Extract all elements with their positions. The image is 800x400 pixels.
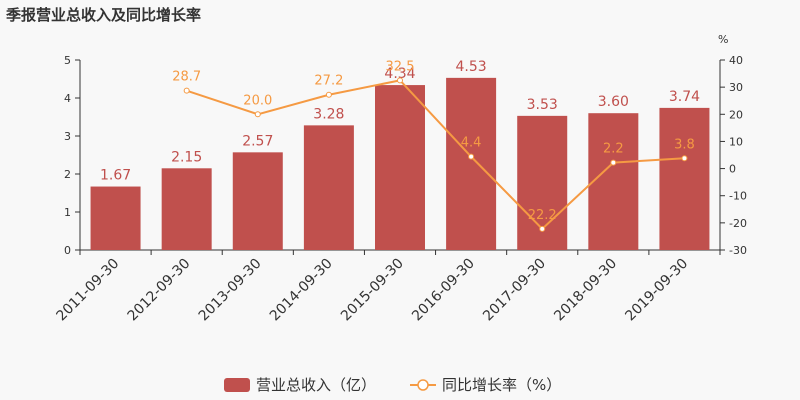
legend-bar-swatch <box>224 378 250 392</box>
bar <box>90 186 141 250</box>
growth-value-label: 32.5 <box>386 59 415 74</box>
bar <box>446 77 497 250</box>
right-tick-label: 20 <box>729 108 743 121</box>
bar-value-label: 4.34 <box>384 66 415 82</box>
growth-value-label: 20.0 <box>243 93 272 108</box>
bar-value-label: 3.28 <box>313 106 344 122</box>
growth-point <box>183 87 190 94</box>
bar <box>303 125 354 250</box>
left-tick-label: 4 <box>64 92 71 105</box>
right-tick-label: 10 <box>729 135 743 148</box>
bar <box>588 113 639 250</box>
growth-value-label: 28.7 <box>172 70 201 85</box>
right-tick-label: -10 <box>729 190 747 203</box>
growth-value-label: 2.2 <box>603 142 624 157</box>
bar-value-label: 3.60 <box>598 94 629 110</box>
growth-point <box>681 155 688 162</box>
bar-value-label: 2.57 <box>242 133 273 149</box>
x-tick-label: 2013-09-30 <box>196 256 265 325</box>
legend-line-label: 同比增长率（%） <box>442 376 561 394</box>
x-tick-label: 2015-09-30 <box>338 256 407 325</box>
growth-point <box>254 111 261 118</box>
left-tick-label: 2 <box>64 168 71 181</box>
x-tick-label: 2016-09-30 <box>409 256 478 325</box>
right-tick-label: -30 <box>729 244 747 257</box>
left-tick-label: 1 <box>64 206 71 219</box>
right-tick-label: 30 <box>729 81 743 94</box>
growth-value-label: 3.8 <box>674 137 695 152</box>
bar-value-label: 3.53 <box>527 97 558 113</box>
left-tick-label: 0 <box>64 244 71 257</box>
x-tick-label: 2019-09-30 <box>622 256 691 325</box>
bar-value-label: 2.15 <box>171 149 202 165</box>
legend-line-marker <box>417 379 429 391</box>
bar <box>659 107 710 250</box>
bar-series: 1.67 2.15 2.57 3.28 4.34 4.53 3.53 3.60 3.74 <box>90 59 710 250</box>
right-axis-unit: % <box>718 33 728 46</box>
bar <box>375 85 425 250</box>
x-tick-label: 2018-09-30 <box>551 256 620 325</box>
bar <box>161 168 212 250</box>
x-tick-label: 2014-09-30 <box>267 256 336 325</box>
growth-value-label: 22.2 <box>528 208 557 223</box>
growth-point <box>397 77 403 84</box>
right-tick-label: 40 <box>729 54 743 67</box>
growth-point <box>539 225 546 232</box>
legend[interactable]: 营业总收入（亿） 同比增长率（%） <box>224 376 561 394</box>
left-tick-label: 5 <box>64 54 71 67</box>
growth-value-label: 4.4 <box>461 136 482 151</box>
growth-value-label: 27.2 <box>314 74 343 89</box>
x-tick-label: 2012-09-30 <box>125 256 194 325</box>
growth-line <box>186 79 685 231</box>
bar-value-label: 3.74 <box>669 89 700 105</box>
x-tick-label: 2017-09-30 <box>480 256 549 325</box>
legend-bar-label: 营业总收入（亿） <box>256 376 376 394</box>
right-tick-label: 0 <box>729 163 736 176</box>
x-tick-label: 2011-09-30 <box>54 256 123 325</box>
growth-point <box>610 159 617 166</box>
left-tick-label: 3 <box>64 130 71 143</box>
bar-value-label: 4.53 <box>456 59 487 75</box>
line-series: 28.7 20.0 27.2 32.5 4.4 22.2 2.2 3.8 <box>172 59 695 232</box>
bar-value-label: 1.67 <box>100 168 131 184</box>
bar <box>232 152 283 250</box>
growth-point <box>325 91 332 98</box>
chart-title: 季报营业总收入及同比增长率 <box>6 6 201 24</box>
growth-point <box>468 153 475 160</box>
right-tick-label: -20 <box>729 217 747 230</box>
